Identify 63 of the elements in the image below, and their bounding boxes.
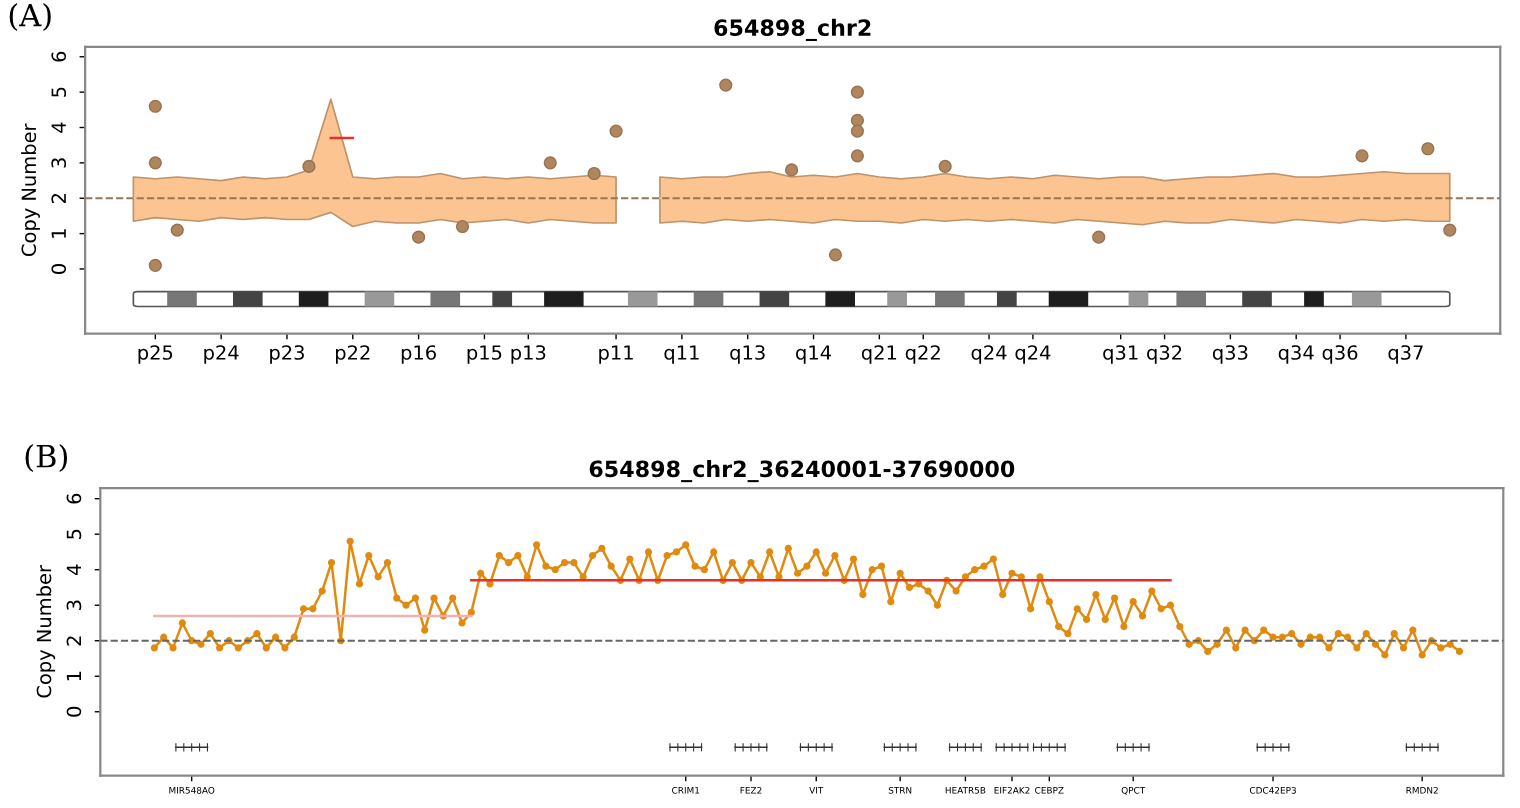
point — [543, 156, 557, 170]
x-tick-label: p23 — [270, 345, 304, 364]
x-tick-label: q11 — [664, 345, 699, 364]
x-tick-label: q14 — [796, 345, 831, 364]
x-tick-label: p15 — [467, 345, 502, 364]
y-tick-label: 1 — [66, 671, 81, 681]
x-tick-label: p24 — [204, 345, 239, 364]
x-tick-label: q31 — [1103, 345, 1138, 364]
x-tick-label: q24 — [971, 345, 1007, 364]
point — [850, 149, 864, 163]
x-tick-label: q33 — [1212, 345, 1248, 364]
point — [609, 124, 623, 138]
y-tick-label: 0 — [66, 706, 82, 717]
y-axis-title: Copy Number — [21, 123, 40, 256]
point — [455, 219, 470, 234]
y-tick-label: 5 — [66, 529, 82, 539]
y-axis-title: Copy Number — [36, 565, 56, 698]
point — [850, 124, 864, 138]
y-tick-label: 5 — [51, 87, 67, 97]
chart-title: 654898_chr2_36240001-37690000 — [589, 460, 1015, 483]
x-tick-label: p22 — [336, 345, 370, 364]
point — [148, 99, 162, 113]
point — [587, 166, 601, 181]
x-tick-label: q34 — [1278, 345, 1314, 364]
x-tick-label: q37 — [1388, 345, 1423, 364]
point — [1355, 149, 1369, 163]
text: (B) — [25, 444, 68, 473]
y-tick-label: 0 — [51, 264, 67, 274]
point — [1092, 230, 1106, 244]
point — [170, 223, 184, 237]
chart-title: 654898_chr2 — [714, 18, 871, 41]
point — [850, 85, 864, 99]
x-tick-label: q24 — [1015, 345, 1051, 364]
text: (A) — [9, 2, 51, 31]
x-tick-label: q13 — [730, 345, 765, 364]
point — [412, 230, 426, 244]
x-tick-label: q32 — [1147, 345, 1182, 364]
x-tick-label: q36 — [1322, 345, 1358, 364]
x-tick-label: p13 — [511, 345, 546, 364]
point — [719, 78, 733, 92]
y-tick-label: 2 — [51, 194, 66, 203]
x-tick-label: q22 — [905, 345, 940, 364]
y-tick-label: 4 — [66, 564, 81, 575]
point — [148, 156, 162, 170]
point — [1443, 223, 1457, 237]
y-tick-label: 1 — [51, 229, 66, 238]
x-tick-label: p11 — [599, 345, 633, 364]
point — [938, 159, 952, 173]
point — [1421, 142, 1435, 156]
y-tick-label: 2 — [66, 636, 81, 646]
x-tick-label: p16 — [401, 345, 436, 364]
x-tick-label: p25 — [138, 345, 173, 364]
y-tick-label: 3 — [66, 600, 82, 610]
point — [302, 159, 316, 173]
y-tick-label: 3 — [51, 158, 67, 168]
point — [828, 248, 843, 262]
x-tick-label: q21 — [861, 345, 897, 364]
y-tick-label: 6 — [51, 51, 67, 62]
y-tick-label: 6 — [66, 493, 82, 504]
point — [148, 258, 162, 273]
point — [850, 113, 864, 128]
point — [784, 163, 799, 177]
y-tick-label: 4 — [51, 122, 66, 133]
